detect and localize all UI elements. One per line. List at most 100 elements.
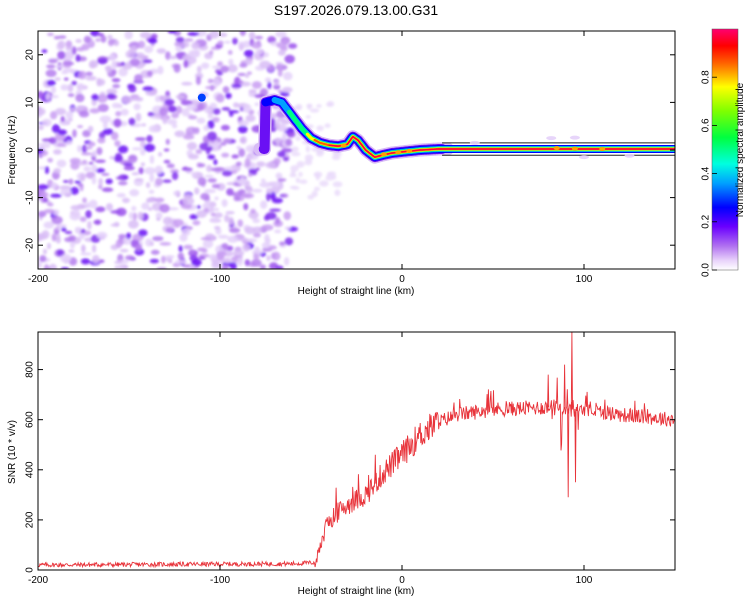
noise-blob — [319, 180, 329, 187]
noise-blob — [214, 212, 223, 218]
noise-blob — [145, 182, 151, 189]
noise-blob — [228, 216, 234, 226]
noise-blob — [186, 142, 198, 151]
noise-blob — [178, 245, 183, 253]
noise-blob — [87, 125, 94, 133]
noise-blob — [175, 259, 187, 265]
noise-blob — [129, 189, 140, 197]
noise-blob — [261, 224, 274, 231]
noise-blob — [165, 255, 175, 259]
noise-blob — [225, 211, 235, 215]
ridge-speckle — [380, 152, 387, 157]
noise-blob — [144, 45, 154, 54]
noise-blob — [132, 212, 137, 221]
noise-blob — [259, 60, 271, 69]
noise-blob — [209, 102, 218, 109]
noise-blob — [197, 102, 205, 111]
noise-blob — [279, 91, 290, 97]
noise-blob — [97, 32, 105, 37]
snr-xtick-label: -100 — [210, 575, 230, 586]
noise-blob — [199, 142, 210, 151]
noise-blob — [160, 255, 166, 264]
noise-blob — [75, 39, 82, 43]
noise-blob — [238, 148, 246, 158]
noise-blobs — [38, 31, 343, 269]
noise-blob — [238, 41, 246, 50]
noise-blob — [50, 95, 59, 99]
noise-blob — [209, 50, 214, 55]
noise-blob — [100, 35, 107, 43]
snr-ytick-label: 800 — [25, 361, 36, 378]
noise-blob — [87, 141, 96, 147]
noise-blob — [316, 104, 322, 108]
noise-blob — [45, 92, 51, 101]
noise-blob — [87, 220, 92, 230]
noise-blob — [266, 188, 273, 195]
noise-blob — [307, 103, 312, 110]
noise-blob — [254, 102, 260, 107]
noise-blob — [128, 212, 134, 220]
noise-blob — [162, 116, 168, 125]
noise-blob — [267, 36, 276, 44]
noise-blob — [131, 147, 143, 151]
noise-blob — [147, 111, 155, 117]
snr-panel: -200 -100 0 100 0 200 400 600 800 Height of stra… — [7, 331, 676, 597]
ridge-halo — [469, 140, 480, 145]
noise-blob — [72, 129, 77, 138]
noise-blob — [252, 226, 263, 233]
noise-blob — [113, 118, 122, 128]
noise-blob — [140, 149, 146, 156]
noise-blob — [67, 83, 74, 93]
spectrogram-ylabel: Frequency (Hz) — [7, 116, 18, 185]
noise-blob — [165, 227, 173, 233]
noise-blob — [96, 231, 108, 239]
noise-blob — [46, 64, 56, 69]
noise-blob — [265, 161, 277, 169]
noise-blob — [191, 258, 202, 267]
noise-blob — [38, 125, 44, 131]
noise-blob — [189, 264, 196, 269]
noise-blob — [295, 136, 301, 141]
noise-blob — [115, 239, 123, 249]
noise-blob — [206, 164, 213, 173]
ridge-halo — [579, 155, 589, 160]
noise-blob — [251, 258, 262, 267]
noise-blob — [244, 58, 253, 66]
noise-blob — [291, 151, 301, 157]
noise-blob — [68, 178, 74, 185]
noise-blob — [167, 207, 179, 211]
noise-blob — [324, 123, 331, 128]
noise-blob — [299, 179, 308, 184]
noise-blob — [125, 232, 132, 240]
noise-blob — [224, 251, 234, 257]
noise-blob — [60, 116, 65, 123]
colorbar-tick-label: 0.2 — [701, 214, 712, 228]
snr-ytick-label: 400 — [25, 461, 36, 478]
noise-blob — [108, 53, 116, 61]
noise-blob — [92, 150, 97, 157]
noise-blob — [46, 242, 52, 250]
noise-blob — [283, 157, 289, 161]
noise-blob — [70, 205, 82, 211]
noise-blob — [54, 107, 67, 116]
noise-blob — [221, 170, 233, 177]
noise-blob — [256, 161, 266, 167]
noise-blob — [175, 94, 186, 99]
ridge-speckle — [599, 147, 606, 152]
noise-blob — [207, 78, 213, 84]
noise-blob — [255, 49, 264, 55]
noise-blob — [140, 162, 145, 167]
noise-blob — [105, 65, 112, 74]
noise-blob — [149, 173, 155, 183]
noise-blob — [38, 90, 44, 99]
noise-blob — [64, 50, 73, 59]
noise-blob — [163, 148, 170, 152]
colorbar-label: Normalized spectral amplitude — [735, 82, 746, 217]
noise-blob — [46, 79, 56, 86]
figure-title: S197.2026.079.13.00.G31 — [274, 2, 438, 18]
noise-blob — [197, 247, 207, 252]
noise-blob — [242, 103, 252, 113]
noise-blob — [215, 93, 225, 103]
noise-blob — [185, 126, 198, 135]
noise-blob — [197, 177, 207, 186]
